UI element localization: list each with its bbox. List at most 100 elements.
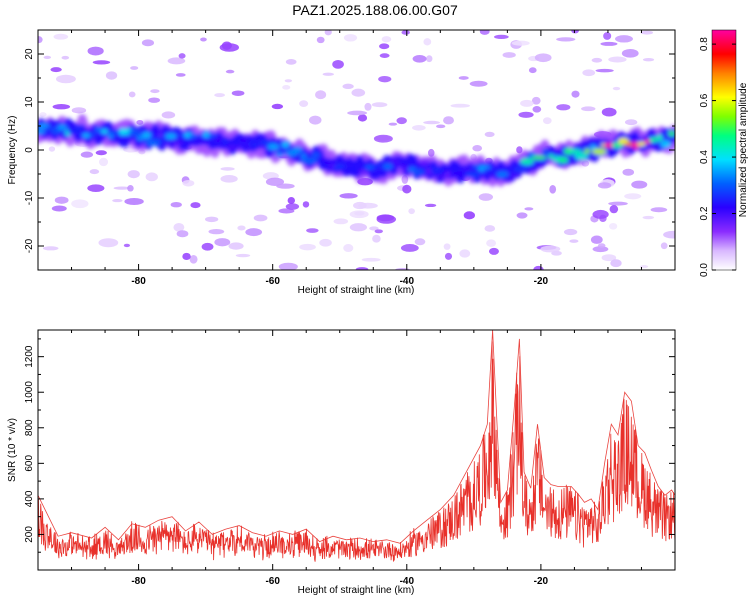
spectrogram-noise-blob	[608, 201, 628, 206]
spectrogram-noise-blob	[459, 249, 471, 258]
spectrogram-noise-blob	[663, 230, 675, 239]
spectrogram-noise-blob	[39, 112, 47, 117]
ridge-core	[617, 137, 629, 145]
spectrogram-noise-blob	[278, 262, 298, 270]
spectrogram-noise-blob	[123, 243, 131, 248]
spectrogram-noise-blob	[342, 83, 354, 90]
spectrogram-noise-blob	[355, 267, 369, 270]
ridge-core	[267, 143, 280, 150]
spectrogram-noise-blob	[285, 59, 297, 65]
ridge-core	[611, 142, 623, 149]
spectrogram-noise-blob	[369, 226, 379, 231]
snr-noise-trace	[38, 341, 675, 562]
x-tick-label: -40	[400, 576, 415, 587]
x-tick-label: -60	[265, 276, 280, 287]
spectrogram-noise-blob	[478, 193, 494, 201]
ridge-core	[507, 173, 522, 178]
spectrogram-noise-blob	[603, 32, 612, 40]
ridge-core	[460, 166, 473, 172]
spectrogram-noise-blob	[379, 53, 390, 58]
ridge-core	[239, 137, 247, 143]
ridge-core	[631, 141, 640, 150]
spectrogram-y-ticks: -20 -10 0 10 20	[24, 29, 675, 271]
spectrogram-noise-blob	[43, 55, 52, 59]
ridge-core	[387, 158, 401, 164]
spectrogram-noise-blob	[89, 169, 100, 175]
colorbar: 0.0 0.2 0.4 0.6 0.8 Normalized spectral ampl…	[699, 29, 749, 277]
ridge-core	[649, 136, 658, 143]
ridge-core	[274, 151, 285, 158]
spectrogram-noise-blob	[484, 131, 495, 137]
spectrogram-noise-blob	[549, 184, 557, 194]
spectrogram-noise-blob	[322, 72, 335, 76]
spectrogram-noise-blob	[349, 223, 368, 232]
spectrogram-noise-blob	[167, 57, 186, 65]
spectrogram-noise-blob	[176, 230, 189, 238]
spectrogram-noise-blob	[339, 193, 358, 199]
spectrogram-noise-blob	[402, 184, 412, 194]
spectrogram-noise-blob	[357, 114, 368, 122]
spectrogram-noise-blob	[458, 76, 469, 80]
spectrogram-noise-blob	[42, 246, 59, 251]
spectrogram-noise-blob	[376, 214, 397, 224]
spectrogram-noise-blob	[401, 30, 410, 35]
y-tick-label: 20	[24, 48, 35, 60]
spectrogram-noise-blob	[528, 67, 537, 74]
snr-series	[38, 330, 675, 562]
snr-plot-area	[38, 330, 675, 570]
spectrogram-noise-blob	[615, 35, 633, 43]
spectrogram-noise-blob	[332, 60, 344, 69]
spectrogram-noise-blob	[189, 254, 198, 264]
spectrogram-noise-blob	[600, 41, 618, 46]
spectrogram-noise-blob	[592, 246, 609, 253]
spectrogram-noise-blob	[563, 228, 578, 236]
spectrogram-noise-blob	[105, 71, 118, 80]
spectrogram-noise-blob	[373, 134, 393, 143]
spectrogram-noise-blob	[276, 183, 295, 189]
ridge-core	[656, 134, 663, 142]
ridge-core	[75, 124, 86, 130]
spectrogram-noise-blob	[364, 102, 372, 111]
spectrogram-noise-blob	[592, 209, 609, 219]
spectrogram-noise-blob	[516, 212, 528, 219]
spectrogram-noise-blob	[282, 85, 291, 90]
spectrogram-noise-blob	[50, 67, 62, 73]
ridge-core	[465, 171, 480, 179]
spectrogram-x-ticks: -80 -60 -40 -20	[37, 30, 676, 287]
ridge-core	[411, 168, 425, 176]
ridge-core	[589, 144, 597, 151]
spectrogram-noise-blob	[141, 39, 155, 47]
spectrogram-noise-blob	[556, 37, 576, 42]
colorbar-label: Normalized spectral amplitude	[738, 82, 749, 217]
spectrogram-noise-blob	[53, 33, 69, 40]
spectrogram-noise-blob	[381, 36, 392, 43]
spectrogram-noise-blob	[532, 106, 542, 113]
ridge-core	[430, 166, 443, 174]
x-tick-label: -80	[131, 576, 146, 587]
x-tick-label: -80	[131, 276, 146, 287]
spectrogram-noise-blob	[150, 89, 160, 94]
spectrogram-noise-blob	[265, 177, 285, 187]
ridge-core	[520, 158, 534, 166]
ridge-core	[57, 124, 68, 131]
spectrogram-noise-blob	[127, 184, 134, 192]
spectrogram-noise-blob	[128, 91, 136, 98]
spectrogram-noise-blob	[412, 125, 426, 131]
chart-title: PAZ1.2025.188.06.00.G07	[292, 2, 458, 18]
spectrogram-noise-blob	[601, 107, 617, 117]
spectrogram-noise-blob	[610, 259, 622, 268]
ridge-core	[95, 126, 102, 133]
spectrogram-noise-blob	[99, 157, 109, 167]
ridge-core	[227, 144, 235, 151]
spectrogram-noise-blob	[237, 225, 246, 231]
ridge-core	[383, 163, 393, 170]
spectrogram-noise-blob	[379, 43, 390, 50]
spectrogram-noise-blob	[374, 229, 383, 234]
spectrogram-noise-blob	[219, 43, 240, 52]
spectrogram-noise-blob	[412, 55, 427, 63]
spectrogram-noise-blob	[112, 199, 123, 203]
spectrogram-noise-blob	[201, 242, 214, 251]
ridge-core	[591, 148, 607, 155]
x-tick-label: -20	[534, 576, 549, 587]
